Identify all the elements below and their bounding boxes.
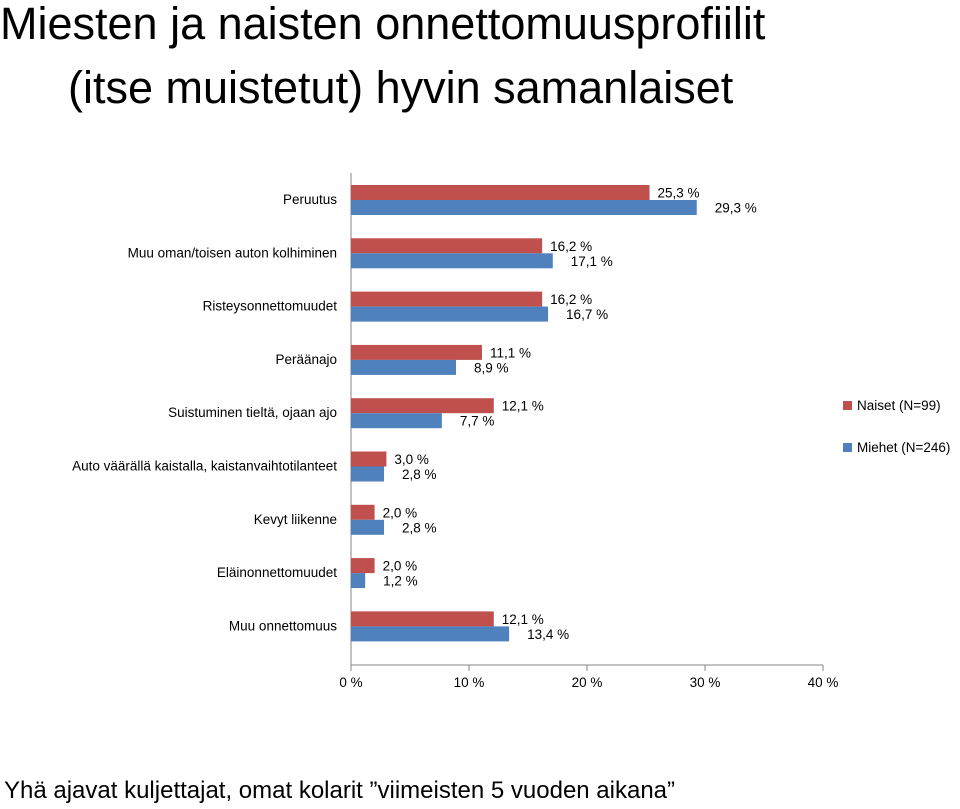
bar-miehet [351, 466, 385, 482]
data-label: 12,1 % [502, 399, 544, 414]
bar-miehet [351, 626, 510, 642]
bar-miehet [351, 573, 366, 589]
data-label: 25,3 % [658, 186, 700, 201]
data-label: 1,2 % [383, 574, 418, 589]
data-label: 12,1 % [502, 612, 544, 627]
data-label: 16,2 % [550, 239, 592, 254]
bar-naiset [351, 558, 375, 574]
data-label: 16,7 % [566, 307, 608, 322]
bar-naiset [351, 611, 494, 627]
bar-miehet [351, 359, 457, 375]
data-label: 13,4 % [527, 627, 569, 642]
title-line-2: (itse muistetut) hyvin samanlaiset [68, 62, 734, 113]
x-tick-label: 0 % [339, 675, 362, 690]
legend-label: Naiset (N=99) [857, 398, 941, 413]
category-label: Peräänajo [275, 352, 337, 367]
category-label: Auto väärällä kaistalla, kaistanvaihtoti… [72, 459, 337, 474]
category-label: Muu onnettomuus [229, 618, 337, 633]
bar-naiset [351, 291, 543, 307]
x-tick-label: 10 % [454, 675, 485, 690]
data-label: 16,2 % [550, 292, 592, 307]
bar-miehet [351, 306, 549, 322]
category-label: Risteysonnettomuudet [203, 299, 338, 314]
category-label: Kevyt liikenne [254, 512, 337, 527]
bar-chart: 0 % 10 % 20 % 30 % 40 % Peruutus 25,3 % 29,3 % M… [72, 173, 950, 690]
data-label: 2,8 % [402, 467, 437, 482]
bar-naiset [351, 238, 543, 254]
data-label: 8,9 % [474, 360, 509, 375]
data-label: 29,3 % [715, 201, 757, 216]
data-label: 2,0 % [383, 505, 418, 520]
legend-swatch [843, 401, 852, 410]
x-tick-label: 20 % [572, 675, 603, 690]
category-label: Suistuminen tieltä, ojaan ajo [168, 405, 337, 420]
data-label: 11,1 % [490, 345, 531, 360]
bar-naiset [351, 451, 387, 467]
bar-naiset [351, 185, 650, 200]
x-tick-label: 30 % [690, 675, 721, 690]
data-label: 7,7 % [460, 414, 495, 429]
bar-miehet [351, 519, 385, 535]
x-tick-label: 40 % [808, 675, 839, 690]
title-line-1: Miesten ja naisten onnettomuusprofiilit [0, 0, 766, 49]
bar-miehet [351, 413, 442, 429]
bar-naiset [351, 344, 482, 360]
bar-miehet [351, 253, 553, 269]
category-label: Eläinonnettomuudet [217, 565, 337, 580]
category-label: Peruutus [283, 192, 337, 207]
page-title: Miesten ja naisten onnettomuusprofiilit … [0, 0, 960, 120]
data-label: 2,8 % [402, 520, 437, 535]
bar-naiset [351, 398, 494, 414]
data-label: 17,1 % [571, 254, 613, 269]
bar-miehet [351, 200, 697, 215]
legend-swatch [843, 443, 852, 452]
data-label: 3,0 % [394, 452, 429, 467]
bar-naiset [351, 504, 375, 520]
category-label: Muu oman/toisen auton kolhiminen [128, 245, 337, 260]
data-label: 2,0 % [383, 559, 418, 574]
legend-label: Miehet (N=246) [857, 440, 950, 455]
chart-footnote: Yhä ajavat kuljettajat, omat kolarit ”vi… [4, 777, 676, 804]
